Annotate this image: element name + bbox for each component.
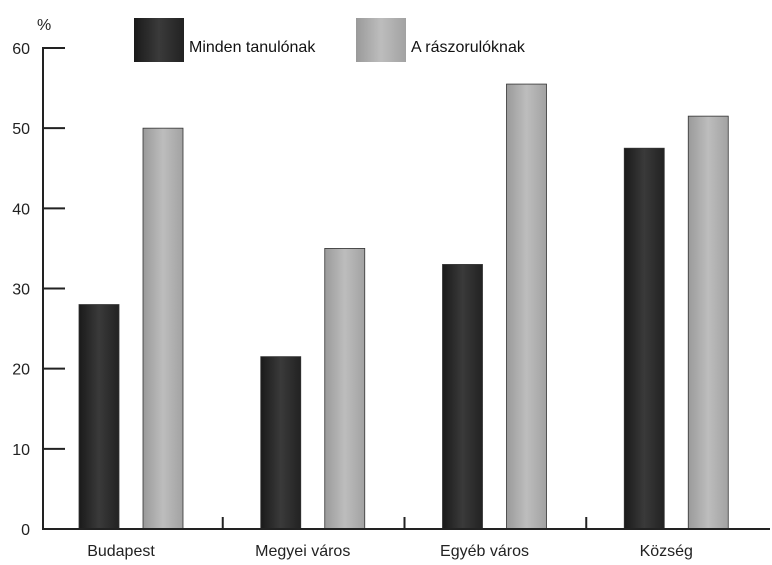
bar-1-series-1 bbox=[324, 248, 366, 530]
bar-1-series-0 bbox=[260, 356, 302, 530]
bar-0-series-0 bbox=[78, 304, 120, 530]
x-tick-label: Egyéb város bbox=[440, 543, 529, 560]
y-tick-label: 10 bbox=[12, 442, 30, 459]
x-tick-label: Község bbox=[640, 543, 693, 560]
legend-label-series-1: A rászorulóknak bbox=[411, 39, 526, 56]
y-axis-unit-label: % bbox=[37, 17, 51, 34]
y-tick-label: 40 bbox=[12, 201, 30, 218]
legend: Minden tanulónak A rászorulóknak bbox=[134, 18, 526, 62]
legend-label-series-0: Minden tanulónak bbox=[189, 39, 316, 56]
bar-0-series-1 bbox=[142, 127, 184, 530]
y-tick-label: 30 bbox=[12, 282, 30, 299]
y-axis: 0 10 20 30 40 50 60 bbox=[12, 41, 65, 539]
bar-3-series-0 bbox=[623, 147, 665, 530]
y-tick-label: 20 bbox=[12, 362, 30, 379]
x-tick-label: Budapest bbox=[87, 543, 155, 560]
bars bbox=[78, 83, 729, 530]
y-tick-label: 50 bbox=[12, 121, 30, 138]
x-tick-label: Megyei város bbox=[255, 543, 350, 560]
y-tick-label: 60 bbox=[12, 41, 30, 58]
bar-2-series-0 bbox=[442, 264, 483, 530]
x-axis: Budapest Megyei város Egyéb város Község bbox=[43, 517, 770, 560]
y-tick-label: 0 bbox=[21, 522, 30, 539]
legend-swatch-series-1 bbox=[356, 18, 406, 62]
bar-3-series-1 bbox=[687, 115, 729, 530]
legend-swatch-series-0 bbox=[134, 18, 184, 62]
bar-2-series-1 bbox=[506, 83, 547, 530]
